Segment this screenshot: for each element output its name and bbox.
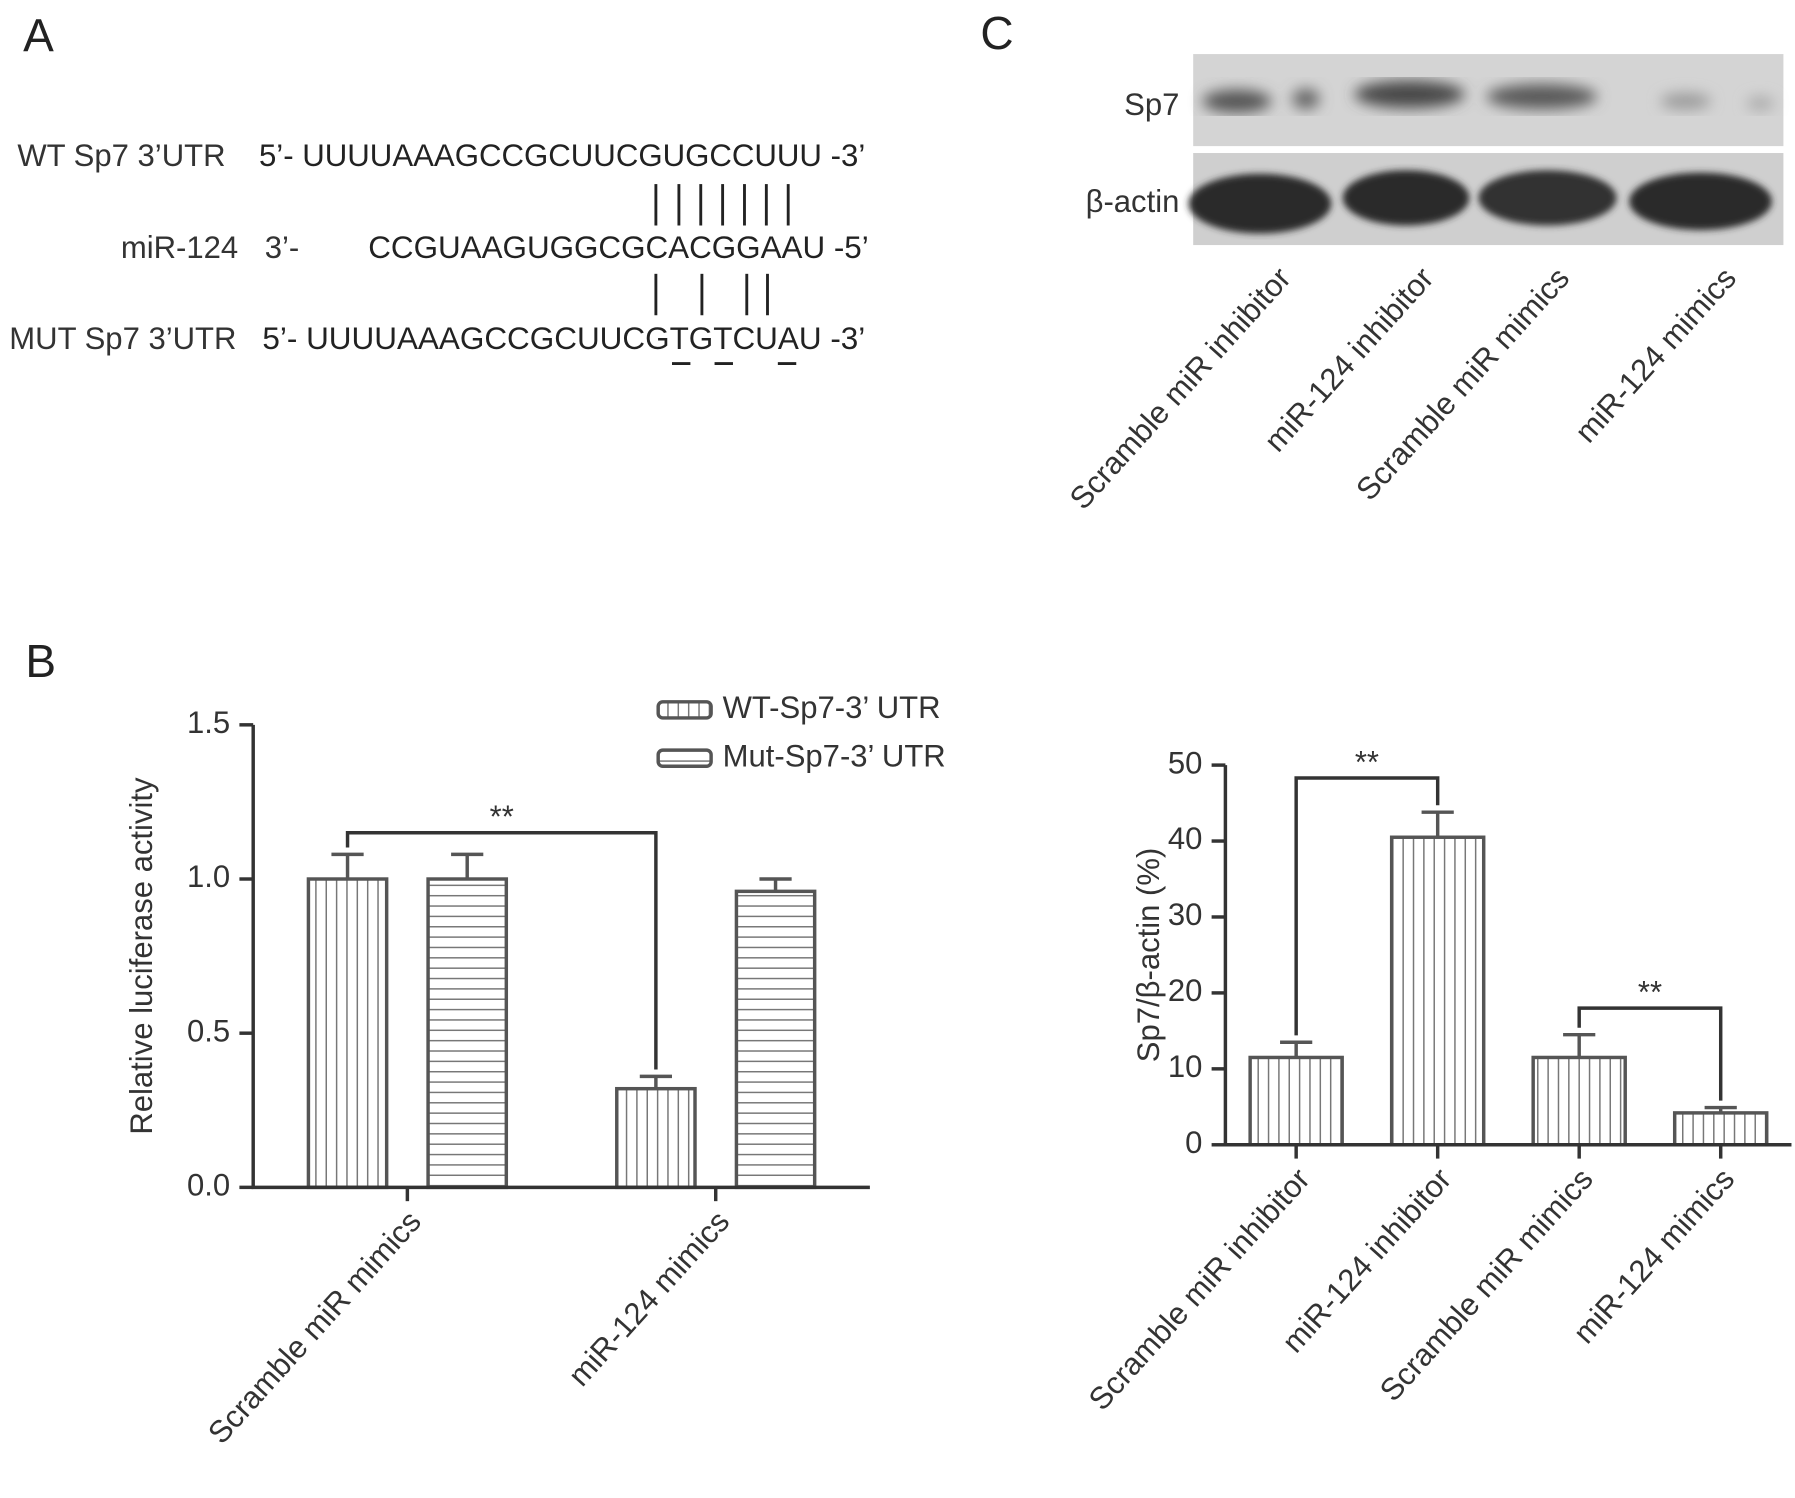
bar: [1531, 1055, 1627, 1147]
error-bar: [451, 852, 484, 880]
blot-row-label: Sp7: [1124, 87, 1179, 122]
actin-bands: [1188, 170, 1772, 234]
significance-label: **: [1355, 744, 1379, 779]
blot-lane-label: Scramble miR inhibitor: [1063, 261, 1298, 517]
significance-bracket: [1577, 1006, 1723, 1101]
bar: [734, 889, 817, 1190]
error-bar: [1280, 1040, 1313, 1058]
x-tick-label: Scramble miR inhibitor: [1082, 1161, 1317, 1417]
sequence: 5’- UUUUAAAGCCGCUUCGUGCCUUU -3’: [259, 138, 865, 173]
y-tick-label: 20: [1168, 973, 1203, 1008]
legend-swatch: [656, 700, 713, 720]
error-bar: [759, 877, 792, 892]
significance-label: **: [490, 799, 514, 834]
chart: 0.0 0.5 1.0 1.5 Relative luciferase activity…: [124, 690, 946, 1450]
row-name: WT Sp7 3’UTR: [17, 138, 225, 173]
significance-label: **: [1638, 974, 1662, 1009]
significance-bracket: [345, 831, 658, 1070]
y-axis-label: Sp7/β-actin (%): [1131, 848, 1166, 1063]
y-tick-label: 50: [1168, 745, 1203, 780]
panel-a: A WT Sp7 3’UTR 5’- UUUUAAAGCCGCUUCGUGCCU…: [9, 9, 869, 366]
axis: [1223, 765, 1792, 1147]
significance-bracket: [1294, 776, 1440, 1036]
legend-label: Mut-Sp7-3’ UTR: [723, 738, 946, 773]
error-bar: [1704, 1105, 1737, 1113]
bar: [1389, 835, 1486, 1147]
pairing-lines: [654, 184, 790, 316]
legend-swatch: [656, 748, 713, 768]
row-name: miR-124: [121, 230, 238, 265]
blot-lane-label: miR-124 mimics: [1568, 261, 1743, 450]
y-axis-label: Relative luciferase activity: [124, 777, 159, 1135]
error-bar: [639, 1074, 672, 1089]
panel-c-blot: C Sp7 β-actin Scramble miR inhibitor miR…: [980, 7, 1784, 517]
blot-row-label: β-actin: [1086, 184, 1180, 219]
error-bar: [331, 852, 364, 880]
bar: [1672, 1111, 1769, 1147]
sequence: CCGUAAGUGGCGCACGGAAU -5’: [368, 230, 868, 265]
error-bar: [1563, 1032, 1596, 1058]
sp7-bands: [1202, 80, 1775, 113]
y-tick-label: 0.0: [187, 1168, 230, 1203]
y-tick-label: 10: [1168, 1049, 1203, 1084]
sequence: 5’- UUUUAAAGCCGCUUCGTGTCUAU -3’: [262, 321, 865, 356]
bar: [306, 877, 389, 1190]
y-tick-label: 40: [1168, 821, 1203, 856]
y-tick-label: 0: [1185, 1125, 1202, 1160]
legend-label: WT-Sp7-3’ UTR: [723, 690, 941, 725]
sequence-prefix: 3’-: [265, 230, 300, 265]
x-tick-label: miR-124 mimics: [561, 1204, 736, 1393]
error-bar: [1421, 810, 1454, 838]
x-tick-label: Scramble miR mimics: [201, 1204, 428, 1450]
y-tick-label: 0.5: [187, 1013, 230, 1048]
y-tick-label: 1.0: [187, 859, 230, 894]
chart: 0 10 20 30 40 50 Sp7/β-actin (%) Scramble miR i…: [1082, 744, 1792, 1417]
y-tick-label: 1.5: [187, 705, 230, 740]
bar: [615, 1086, 697, 1190]
panel-label: B: [25, 635, 56, 687]
bar: [426, 877, 509, 1190]
row-name: MUT Sp7 3’UTR: [9, 321, 236, 356]
y-tick-label: 30: [1168, 897, 1203, 932]
axis: [251, 724, 870, 1190]
panel-label: C: [980, 7, 1013, 59]
bar: [1248, 1055, 1344, 1147]
panel-label: A: [23, 9, 54, 61]
